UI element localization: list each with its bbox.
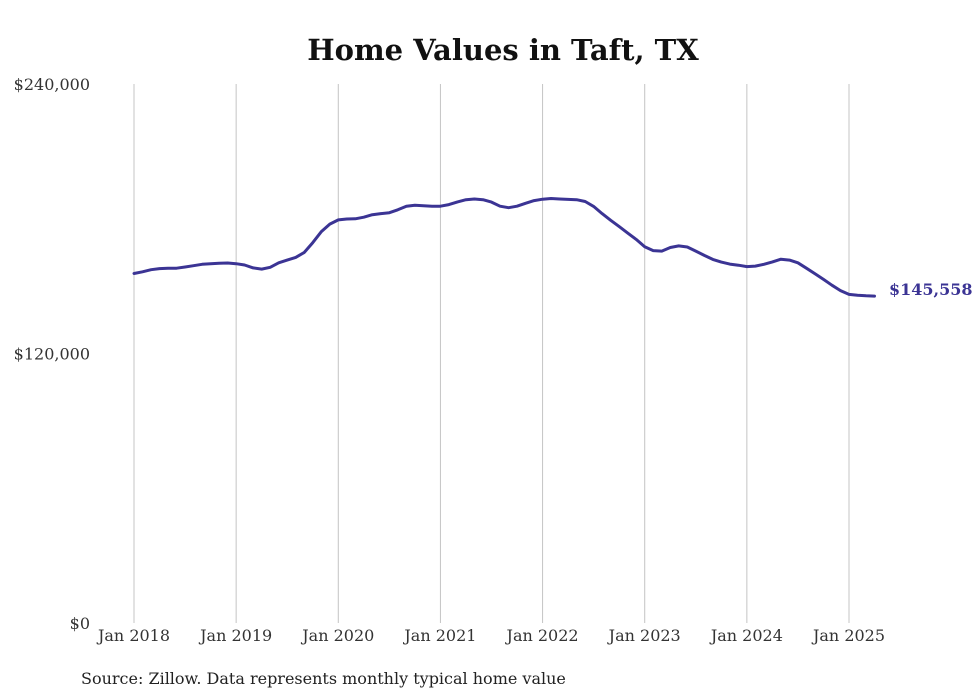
x-axis-ticks: Jan 2018 Jan 2019 Jan 2020 Jan 2021 Jan 2022… [96, 626, 885, 645]
source-note: Source: Zillow. Data represents monthly … [81, 669, 566, 688]
x-tick-label: Jan 2018 [96, 626, 170, 645]
chart-title: Home Values in Taft, TX [307, 33, 699, 67]
y-tick-label: $120,000 [14, 345, 90, 364]
end-value-label: $145,558 [889, 280, 973, 299]
x-tick-label: Jan 2025 [811, 626, 885, 645]
x-tick-label: Jan 2019 [198, 626, 272, 645]
x-tick-label: Jan 2020 [300, 626, 374, 645]
x-tick-label: Jan 2023 [607, 626, 681, 645]
x-tick-label: Jan 2022 [505, 626, 579, 645]
x-tick-label: Jan 2024 [709, 626, 783, 645]
y-tick-label: $240,000 [14, 75, 90, 94]
x-tick-label: Jan 2021 [402, 626, 476, 645]
series-layer [132, 197, 876, 298]
y-axis-ticks: $0 $120,000 $240,000 [14, 75, 90, 633]
series-line [132, 197, 876, 298]
grid-lines [133, 84, 850, 623]
y-tick-label: $0 [70, 614, 90, 633]
